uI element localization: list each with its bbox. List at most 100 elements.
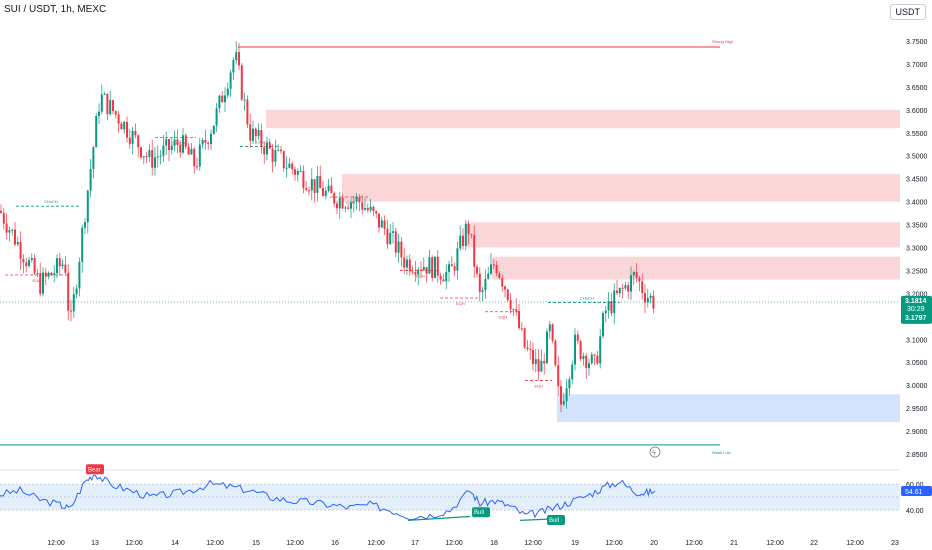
candle-body <box>165 139 168 146</box>
candle-body <box>604 310 607 314</box>
candle-body <box>72 294 75 312</box>
candle-body <box>400 241 403 258</box>
candle-body <box>649 295 652 299</box>
candle-body <box>501 277 504 287</box>
candle-body <box>162 145 165 156</box>
candle-body <box>450 264 453 267</box>
candle-body <box>537 359 540 372</box>
candle-body <box>546 331 548 364</box>
candle-body <box>338 197 341 209</box>
candle-body <box>288 163 291 168</box>
candle-body <box>397 241 400 253</box>
candle-body <box>89 168 92 191</box>
candle-body <box>324 190 327 197</box>
candle-body <box>585 355 588 369</box>
candle-body <box>464 223 467 247</box>
candle-body <box>145 156 148 158</box>
candle-body <box>84 222 86 228</box>
candle-body <box>207 142 210 145</box>
time-tick-label: 19 <box>571 540 579 547</box>
candle-body <box>607 301 610 311</box>
candle-body <box>602 313 604 337</box>
price-alt-value: 3.1797 <box>905 315 927 322</box>
candle-body <box>380 220 383 228</box>
candle-body <box>291 163 294 170</box>
candle-body <box>235 52 238 61</box>
candle-body <box>148 150 151 158</box>
structure-label: CHoCH <box>580 296 594 301</box>
candle-body <box>117 114 120 124</box>
price-tick-label: 3.4500 <box>906 177 928 184</box>
candle-body <box>254 128 257 137</box>
supply-zone <box>266 109 900 129</box>
candle-body <box>372 206 375 212</box>
candle-body <box>2 212 5 224</box>
candle-body <box>221 95 224 103</box>
candle-body <box>467 223 470 234</box>
bull-divergence-line <box>519 518 549 521</box>
supply-zone <box>466 222 900 248</box>
time-tick-label: 12:00 <box>125 540 143 547</box>
candle-body <box>280 149 282 152</box>
candle-body <box>644 293 646 303</box>
candle-body <box>445 271 448 282</box>
candle-body <box>243 99 246 101</box>
candle-body <box>638 277 641 282</box>
candle-body <box>406 259 408 268</box>
candle-body <box>490 264 492 274</box>
candle-body <box>364 208 366 210</box>
price-tick-label: 3.3000 <box>906 246 928 253</box>
time-tick-label: 18 <box>490 540 498 547</box>
strong-high-label: Strong High <box>712 39 733 44</box>
candle-body <box>394 231 397 253</box>
candle-body <box>168 139 170 151</box>
candle-body <box>478 273 481 293</box>
candle-body <box>518 311 520 329</box>
candle-body <box>439 275 442 280</box>
candle-body <box>187 146 190 155</box>
candle-body <box>8 230 11 233</box>
candle-body <box>198 144 201 167</box>
candle-body <box>5 223 8 233</box>
price-tick-label: 3.3500 <box>906 223 928 230</box>
candle-body <box>366 208 369 211</box>
candle-body <box>635 272 638 278</box>
candle-body <box>296 170 299 175</box>
candle-body <box>218 95 221 109</box>
candle-body <box>333 193 336 204</box>
candle-body <box>389 232 392 245</box>
signal-badge <box>547 515 565 525</box>
candle-body <box>616 290 618 294</box>
candle-body <box>470 233 473 236</box>
structure-label: EQH <box>535 384 544 389</box>
candle-body <box>473 235 476 267</box>
candle-body <box>70 310 72 312</box>
candle-body <box>204 139 207 143</box>
price-tick-label: 3.6500 <box>906 85 928 92</box>
candle-body <box>506 289 509 301</box>
candle-body <box>434 256 436 278</box>
candle-body <box>78 261 81 289</box>
candle-body <box>383 220 386 229</box>
candle-body <box>95 116 98 148</box>
candle-body <box>215 108 218 126</box>
candle-body <box>44 272 47 277</box>
candle-body <box>42 272 44 294</box>
candle-body <box>417 269 420 275</box>
signal-label: Bull <box>474 510 484 516</box>
candle-body <box>299 170 302 172</box>
candle-body <box>137 135 140 148</box>
candle-body <box>630 275 632 292</box>
rsi-tick-label: 60.00 <box>906 482 924 489</box>
candle-body <box>481 290 484 293</box>
alert-icon-glyph: ϟ <box>652 450 656 457</box>
candle-body <box>154 157 156 168</box>
candle-body <box>170 145 173 151</box>
candle-body <box>476 266 478 274</box>
currency-button[interactable]: USDT <box>889 4 926 20</box>
candle-body <box>344 207 347 209</box>
time-tick-label: 12:00 <box>685 540 703 547</box>
price-tick-label: 3.0500 <box>906 360 928 367</box>
candle-body <box>302 170 305 189</box>
